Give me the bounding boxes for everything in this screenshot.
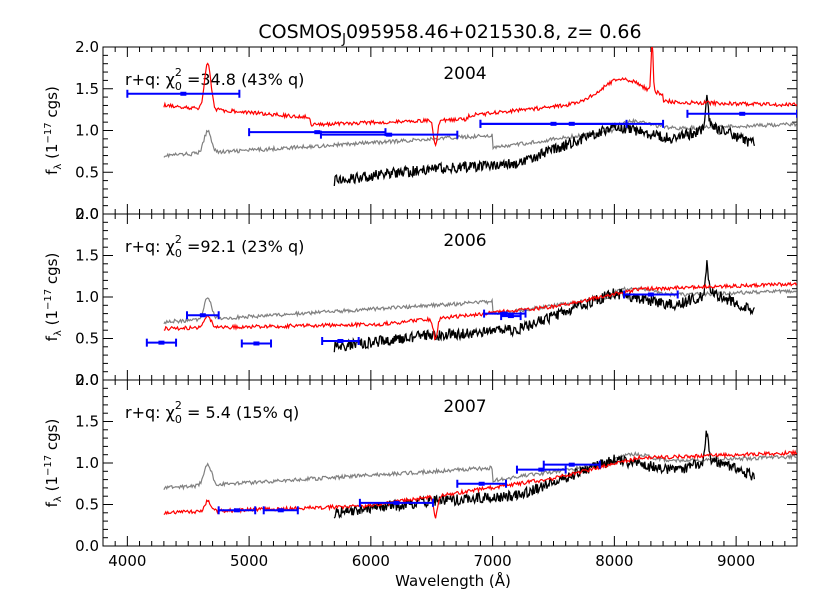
x-axis-label: Wavelength (Å) [395,571,511,590]
y-axis-label: fλ (1−17 cgs) [43,419,64,508]
fit-annotation: r+q: χ02 =34.8 (43% q) [125,66,304,93]
photometry-point [542,460,601,469]
photometry-point [500,312,522,321]
photometry-point [217,506,257,515]
epoch-label: 2006 [443,231,486,251]
x-tick-label: 7000 [474,552,512,570]
y-tick-label: 0.5 [75,496,99,514]
photometry-point [686,109,797,118]
epoch-label: 2004 [443,64,486,84]
model-fit-line [163,47,797,148]
model-fit-line [163,449,797,519]
y-axis-label: fλ (1−17 cgs) [43,253,64,342]
y-tick-label: 1.0 [75,122,99,140]
y-tick-label: 1.0 [75,288,99,306]
photometry-point [479,119,665,128]
y-tick-label: 2.0 [75,371,99,389]
quasar-template-line [163,117,797,159]
photometry-point [145,338,178,347]
chart-title: COSMOSJ095958.46+021530.8, z= 0.66 [258,21,641,47]
panel-2006: 0.0 0.5 1.0 1.5 2.0 fλ (1−17 cgs) r+q: χ02 =92… [43,205,798,389]
y-tick-label: 0.5 [75,330,99,348]
photometry-point [623,290,679,299]
traces [145,260,797,353]
photometry-point [456,479,508,488]
panel-2004: 0.0 0.5 1.0 1.5 2.0 fλ (1−17 cgs) r+q: χ02 =34… [43,38,798,223]
panels: 0.0 0.5 1.0 1.5 2.0 fλ (1−17 cgs) r+q: χ02 =34… [43,38,798,570]
x-tick-label: 9000 [717,552,755,570]
y-tick-label: 2.0 [75,205,99,223]
y-tick-label: 1.5 [75,247,99,265]
photometry-point [240,339,273,348]
y-tick-label: 2.0 [75,38,99,56]
traces [163,430,797,519]
x-tick-label: 5000 [230,552,268,570]
y-axis-label: fλ (1−17 cgs) [43,86,64,175]
y-tick-label: 1.5 [75,80,99,98]
y-tick-label: 0.5 [75,163,99,181]
y-tick-label: 0.0 [75,371,99,389]
photometry-point [358,498,434,507]
photometry-point [321,336,360,345]
photometry-point [186,311,220,320]
x-tick-label: 6000 [352,552,390,570]
quasar-template-line [163,451,797,491]
y-tick-label: 0.0 [75,205,99,223]
epoch-label: 2007 [443,397,486,417]
photometry-point [126,89,241,98]
traces [126,47,797,187]
y-tick-label: 1.5 [75,413,99,431]
y-tick-label: 1.0 [75,454,99,472]
x-tick-label: 8000 [595,552,633,570]
photometry-point [262,506,299,515]
observed-spectrum-line [333,260,755,353]
photometry-point [483,309,527,318]
quasar-template-line [163,285,797,325]
observed-spectrum-line [333,94,756,187]
panel-2007: 0.0 0.5 1.0 1.5 2.0 4000 5000 6000 7000 8000 9000 f… [43,371,798,570]
x-tick-label: 4000 [108,552,146,570]
photometry-point [319,130,459,139]
model-fit-line [163,281,797,341]
photometry-point [248,128,387,137]
photometry-point [515,465,567,474]
fit-annotation: r+q: χ02 =92.1 (23% q) [125,233,304,260]
fit-annotation: r+q: χ02 = 5.4 (15% q) [125,399,299,426]
y-tick-label: 0.0 [75,537,99,555]
